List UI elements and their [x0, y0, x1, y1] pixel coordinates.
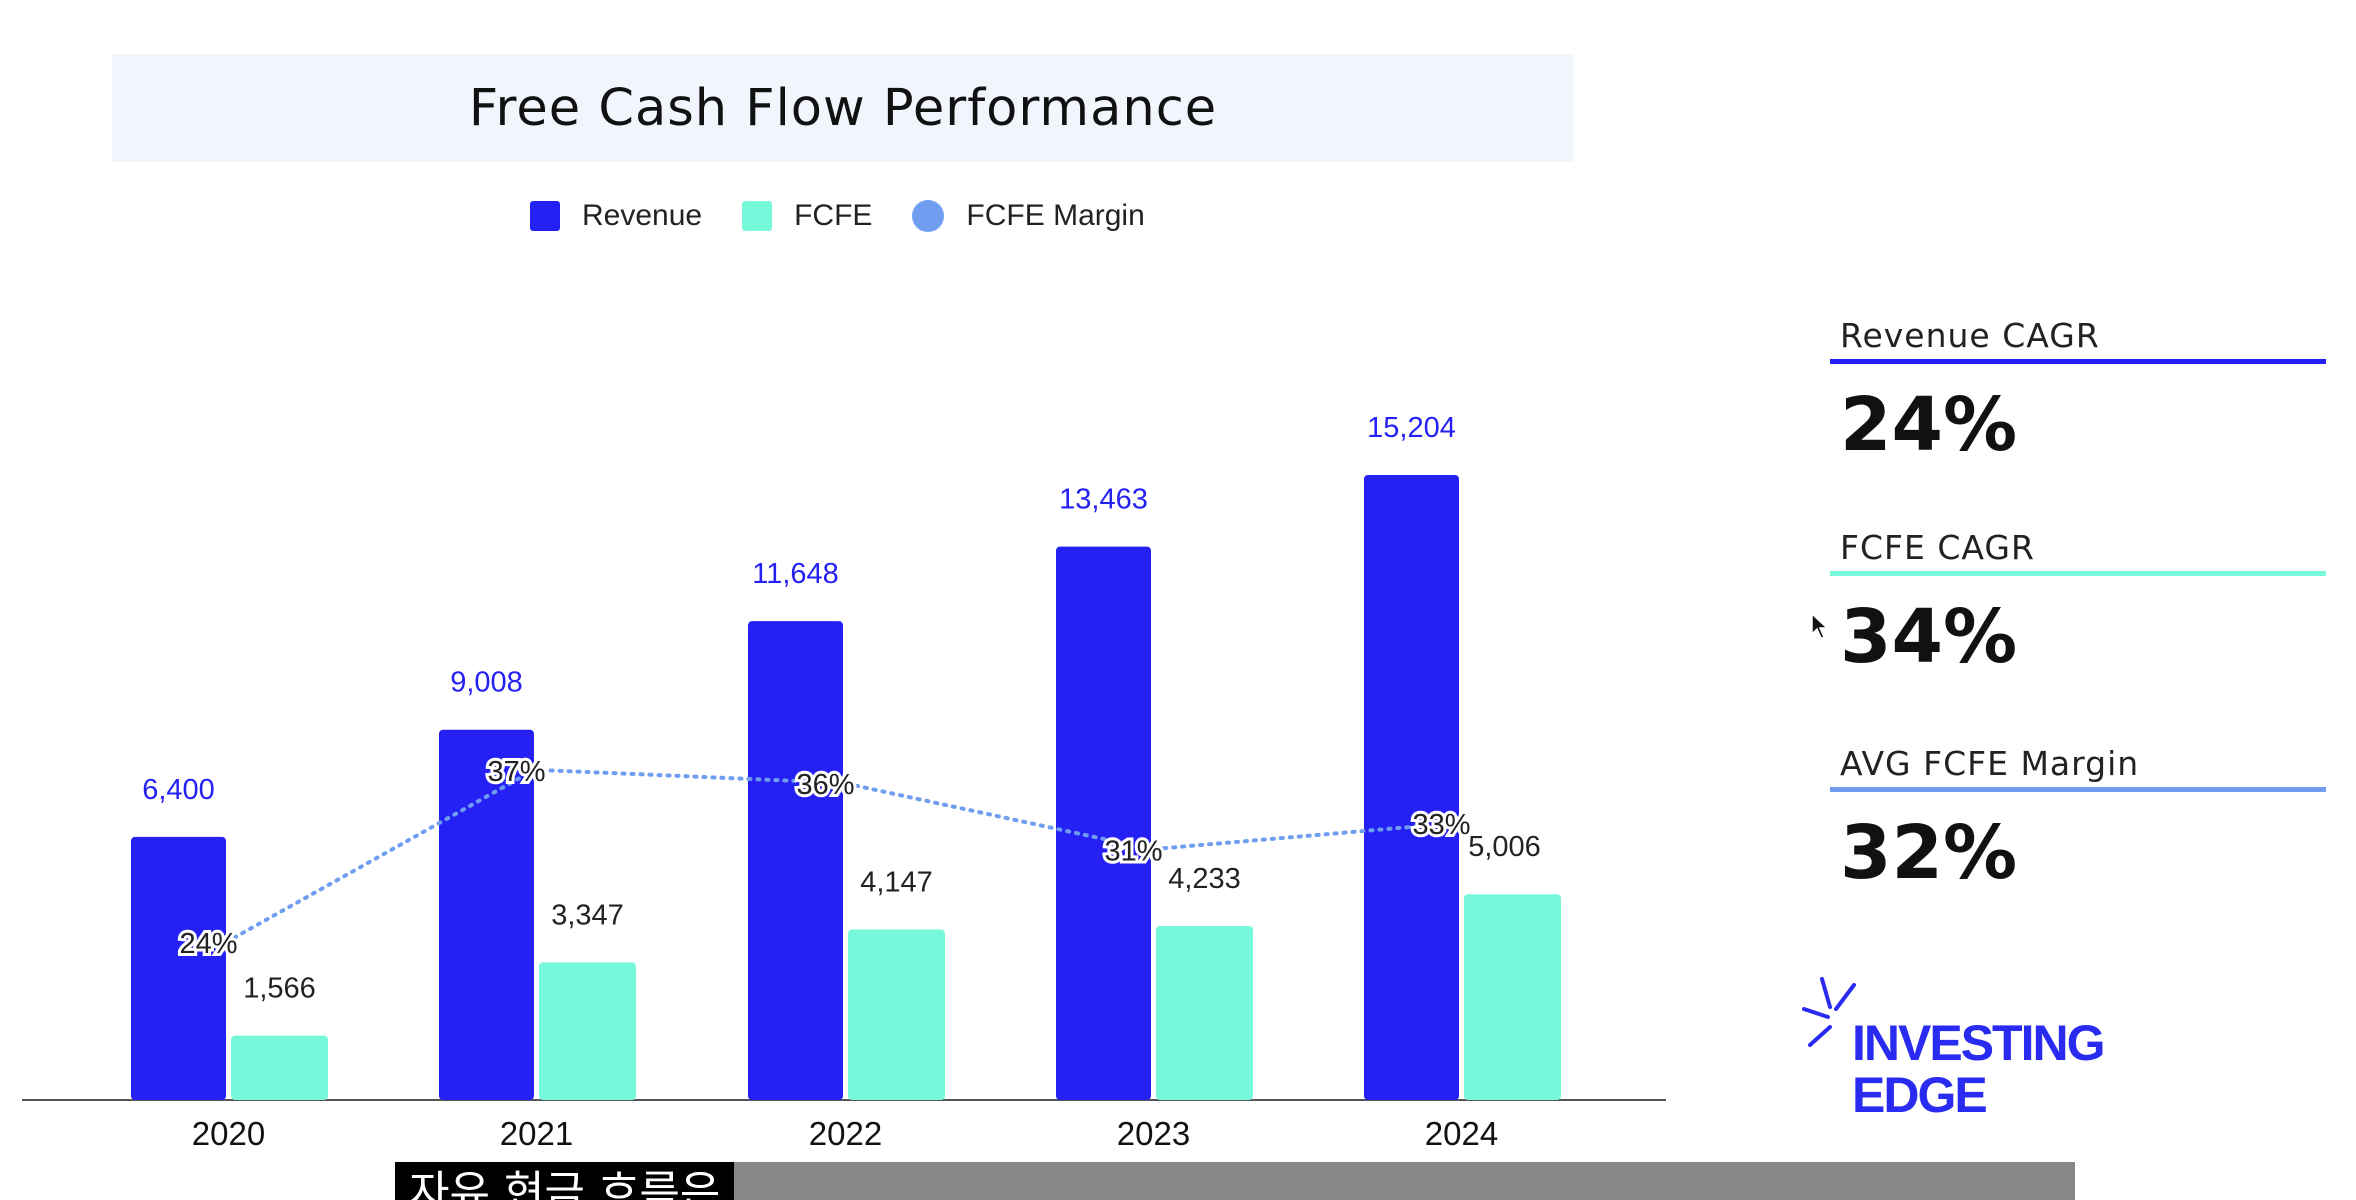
bar-revenue-2020	[131, 836, 226, 1100]
bar-fcfe-2020	[231, 1035, 328, 1100]
kpi-avg-fcfe-margin-rule	[1830, 787, 2326, 792]
tick-label-2020: 2020	[192, 1115, 265, 1152]
chart-title: Free Cash Flow Performance	[468, 78, 1218, 138]
legend-swatch-fcfe	[742, 201, 773, 231]
kpi-fcfe-cagr-rule	[1830, 571, 2326, 576]
label-fcfe-margin-2023: 31%	[1104, 835, 1162, 867]
line-fcfe-margin	[224, 767, 1462, 944]
label-fcfe-2020: 1,566	[243, 973, 316, 1005]
kpi-revenue-cagr-value: 24%	[1840, 382, 2018, 468]
label-fcfe-margin-2021: 37%	[487, 756, 545, 788]
mouse-cursor-icon	[1811, 612, 1829, 639]
label-revenue-2020: 6,400	[142, 774, 215, 806]
label-revenue-2022: 11,648	[752, 558, 839, 590]
bar-revenue-2023	[1056, 546, 1151, 1100]
tick-label-2022: 2022	[809, 1115, 882, 1152]
chart-title-banner: Free Cash Flow Performance	[112, 54, 1574, 162]
label-revenue-2024: 15,204	[1367, 412, 1456, 444]
bar-fcfe-2023	[1156, 925, 1253, 1100]
video-subtitle-bar: 자유 현금 흐름은	[395, 1162, 2075, 1200]
legend-swatch-revenue	[530, 201, 560, 231]
legend-label-fcfe-margin: FCFE Margin	[966, 199, 1145, 232]
kpi-fcfe-cagr-value: 34%	[1840, 594, 2018, 680]
label-revenue-2023: 13,463	[1059, 484, 1148, 516]
logo-wordmark: INVESTING EDGE	[1852, 1015, 2105, 1123]
label-fcfe-2021: 3,347	[551, 899, 624, 931]
legend-swatch-fcfe-margin	[912, 200, 945, 232]
investing-edge-logo: INVESTING EDGE	[1800, 975, 2105, 1125]
kpi-revenue-cagr: Revenue CAGR 24%	[1830, 316, 2326, 468]
kpi-avg-fcfe-margin-label: AVG FCFE Margin	[1840, 744, 2140, 783]
bar-fcfe-2024	[1464, 894, 1561, 1100]
label-fcfe-2022: 4,147	[860, 867, 933, 899]
tick-label-2021: 2021	[500, 1115, 573, 1152]
tick-label-2023: 2023	[1117, 1115, 1190, 1152]
kpi-avg-fcfe-margin: AVG FCFE Margin 32%	[1830, 744, 2326, 896]
logo-burst-icon	[1802, 977, 1856, 1047]
video-subtitle-text: 자유 현금 흐름은	[395, 1162, 735, 1200]
logo-line-2: EDGE	[1852, 1067, 1988, 1123]
legend-item-revenue: Revenue	[530, 199, 702, 233]
label-revenue-2021: 9,008	[450, 667, 523, 699]
label-fcfe-2023: 4,233	[1168, 863, 1241, 895]
bar-revenue-2024	[1364, 475, 1459, 1100]
label-fcfe-margin-2020: 24%	[179, 928, 237, 960]
label-fcfe-margin-2024: 33%	[1412, 809, 1470, 841]
kpi-fcfe-cagr-label: FCFE CAGR	[1840, 528, 2035, 567]
chart-legend: Revenue FCFE FCFE Margin	[530, 196, 1185, 236]
bar-fcfe-2022	[848, 929, 945, 1100]
chart-plot: 24% 37% 36% 31% 33% 6,400 1,566 2020 9,008 3,347…	[22, 412, 1666, 1152]
kpi-revenue-cagr-rule	[1830, 359, 2326, 364]
legend-label-fcfe: FCFE	[794, 199, 873, 232]
label-fcfe-2024: 5,006	[1468, 831, 1541, 863]
legend-label-revenue: Revenue	[582, 199, 703, 232]
bar-revenue-2022	[748, 621, 843, 1100]
kpi-fcfe-cagr: FCFE CAGR 34%	[1830, 528, 2326, 680]
bar-revenue-2021	[439, 729, 534, 1100]
kpi-revenue-cagr-label: Revenue CAGR	[1840, 316, 2100, 355]
tick-label-2024: 2024	[1425, 1115, 1498, 1152]
bar-fcfe-2021	[539, 962, 636, 1100]
kpi-avg-fcfe-margin-value: 32%	[1840, 810, 2018, 896]
legend-item-fcfe-margin: FCFE Margin	[912, 199, 1145, 233]
logo-line-1: INVESTING	[1852, 1015, 2105, 1071]
label-fcfe-margin-2022: 36%	[796, 769, 854, 801]
legend-item-fcfe: FCFE	[742, 199, 872, 233]
